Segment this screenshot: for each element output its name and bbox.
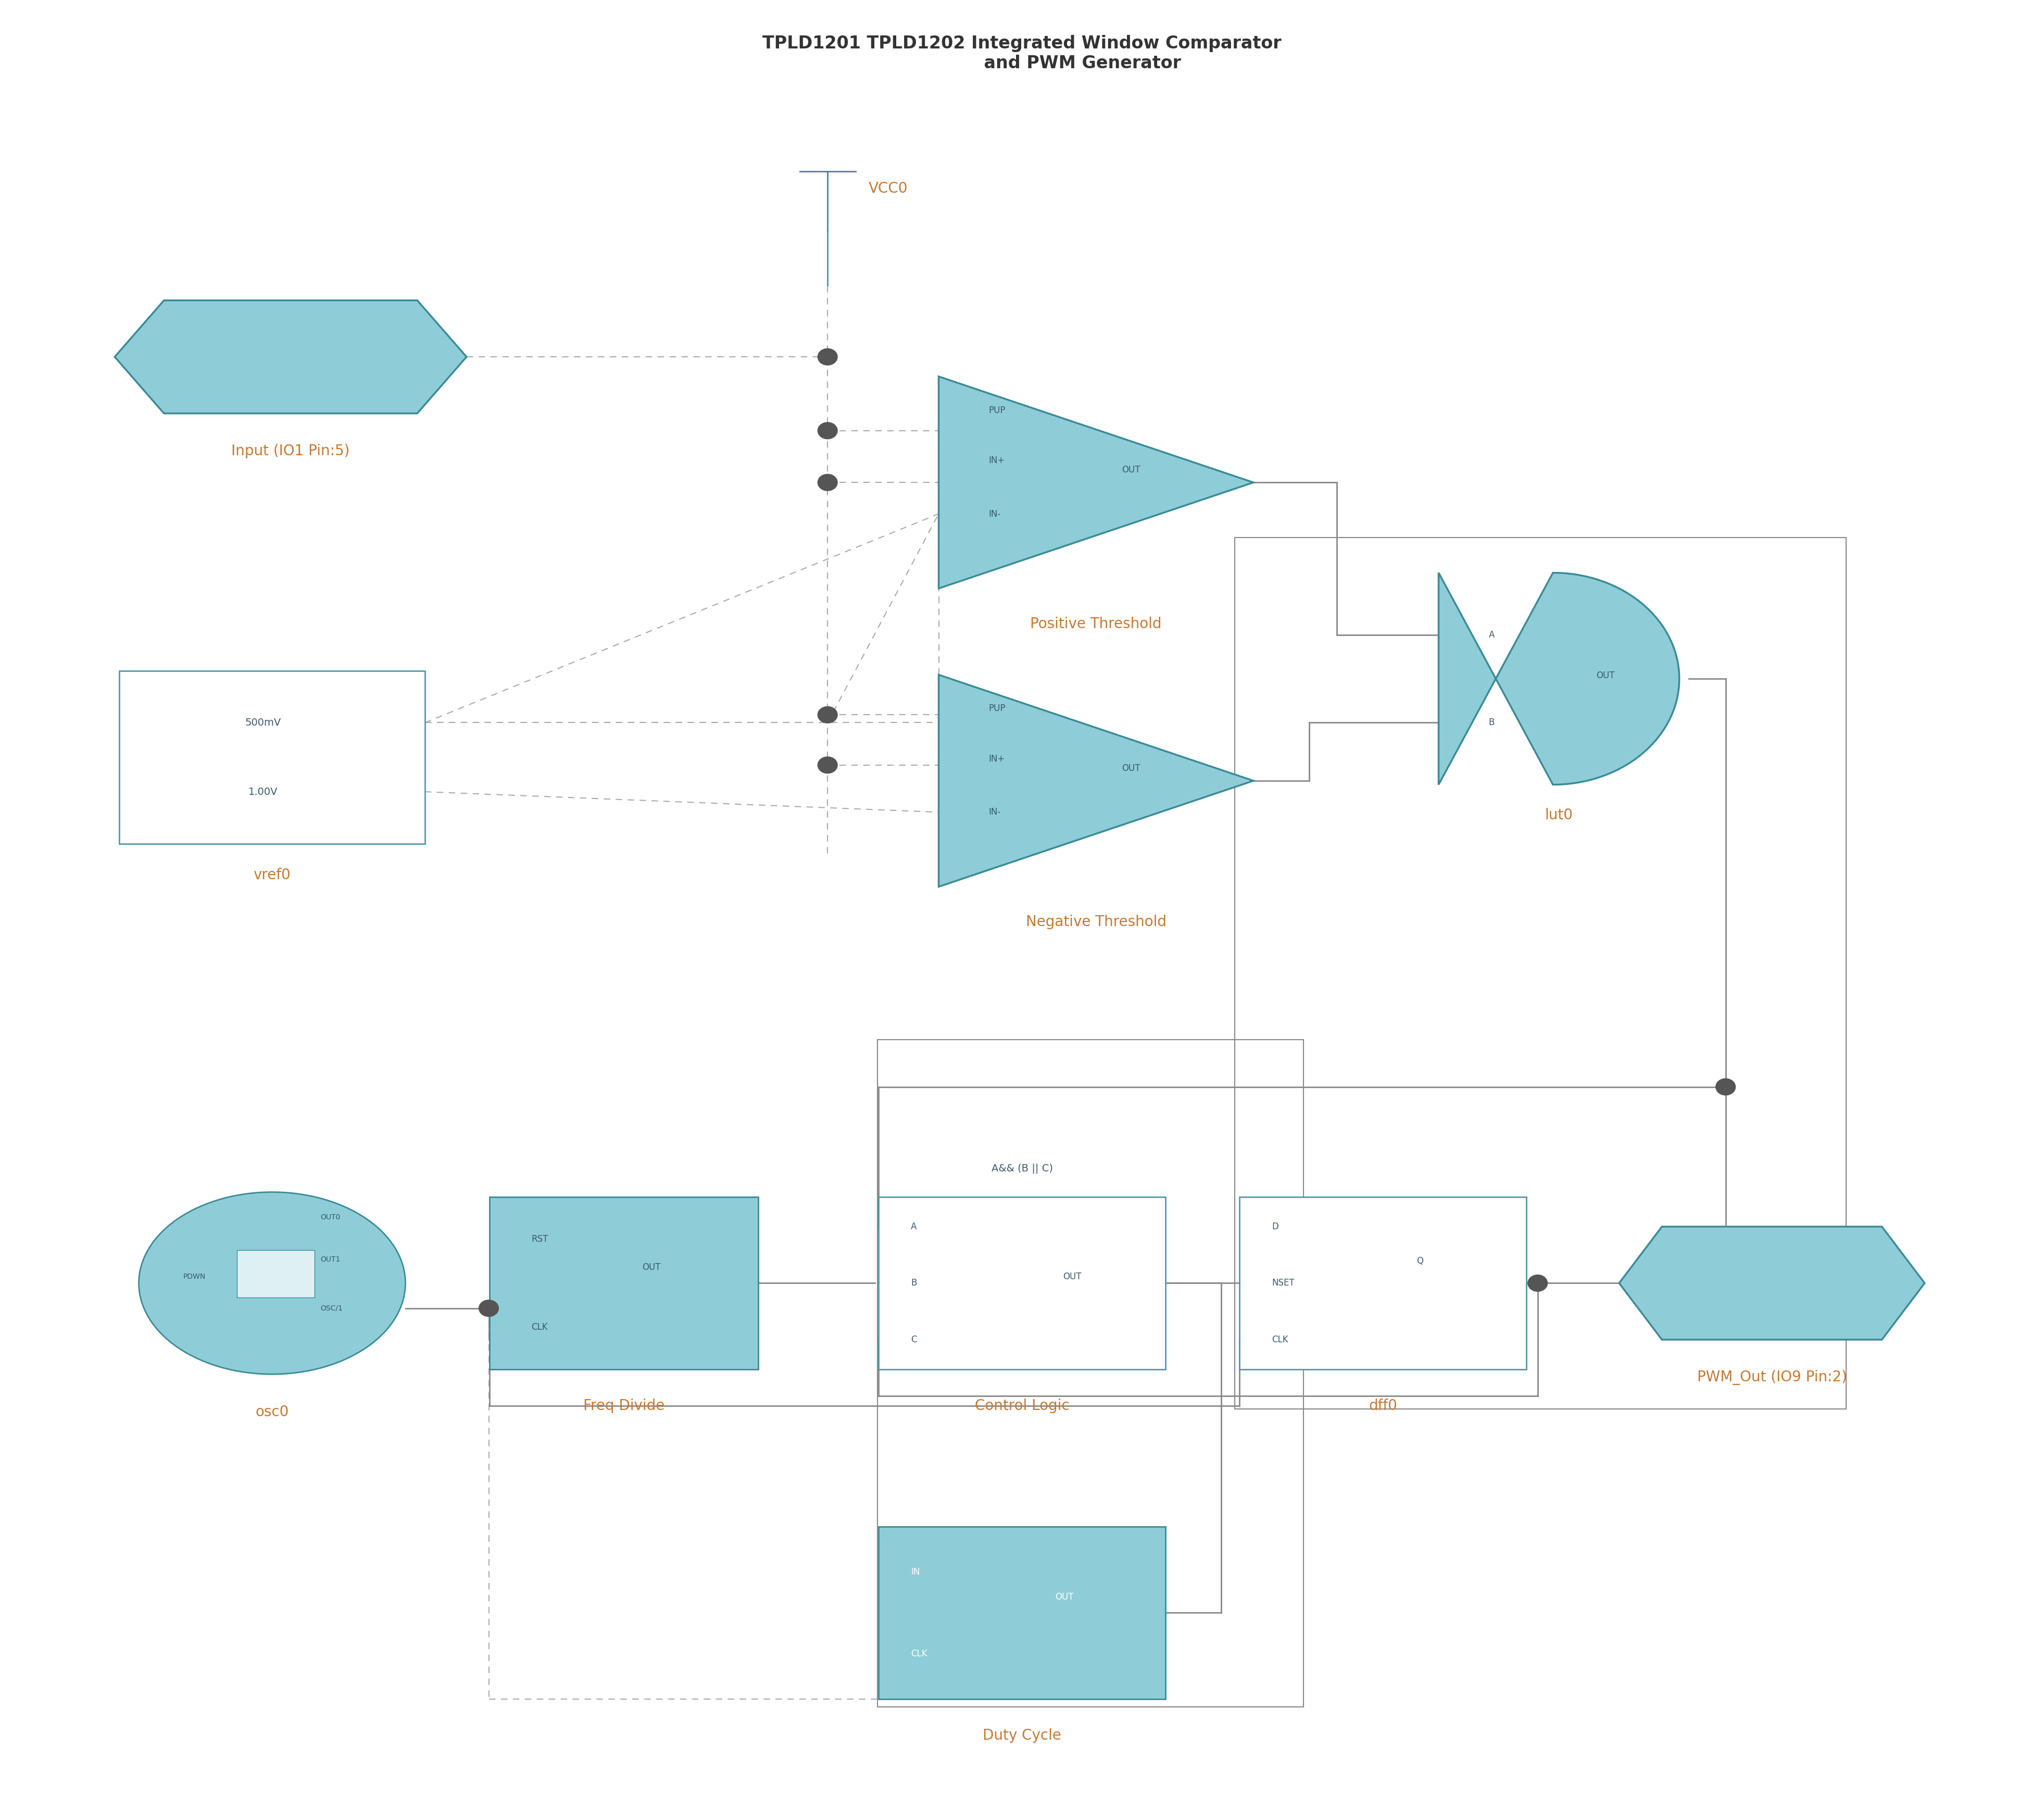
Text: RST: RST [531,1235,548,1244]
Text: lut0: lut0 [1545,809,1574,823]
Text: dff0: dff0 [1369,1398,1398,1412]
Text: PDWN: PDWN [184,1274,206,1281]
Text: osc0: osc0 [256,1405,288,1420]
Text: CLK: CLK [1271,1335,1288,1344]
Circle shape [1527,1274,1547,1292]
Circle shape [818,757,838,775]
Circle shape [818,706,838,724]
Text: OUT: OUT [1055,1592,1073,1601]
Text: OUT: OUT [1063,1272,1081,1281]
Text: IN-: IN- [989,807,1002,818]
Text: Negative Threshold: Negative Threshold [1026,915,1167,929]
Text: NSET: NSET [1271,1278,1294,1288]
Text: Input (IO1 Pin:5): Input (IO1 Pin:5) [231,444,350,458]
Text: B: B [912,1278,918,1288]
Text: A: A [1488,631,1494,640]
Text: IN+: IN+ [989,456,1006,465]
Text: VCC0: VCC0 [869,181,908,196]
Circle shape [1715,1078,1735,1096]
Text: OUT: OUT [1596,670,1615,681]
Text: IN-: IN- [989,509,1002,519]
Text: OUT: OUT [642,1263,660,1272]
Text: CLK: CLK [912,1650,928,1659]
Text: PWM_Out (IO9 Pin:2): PWM_Out (IO9 Pin:2) [1697,1369,1848,1385]
Circle shape [818,422,838,438]
Circle shape [478,1299,499,1317]
Text: PUP: PUP [989,704,1006,713]
Polygon shape [938,676,1253,886]
Polygon shape [1619,1227,1925,1339]
Text: OUT1: OUT1 [321,1256,339,1263]
Text: D: D [1271,1222,1280,1231]
Circle shape [818,474,838,491]
Bar [1235,537,1846,1409]
Text: TPLD1201 TPLD1202 Integrated Window Comparator
                    and PWM Gener: TPLD1201 TPLD1202 Integrated Window Comp… [762,34,1282,72]
Polygon shape [1439,573,1680,785]
Bar [491,1197,758,1369]
Text: 1.00V: 1.00V [247,787,278,796]
Text: Q: Q [1416,1256,1423,1265]
Text: B: B [1488,719,1494,728]
Bar [237,1251,315,1297]
Bar [1239,1197,1527,1369]
Polygon shape [114,300,466,413]
Text: C: C [912,1335,918,1344]
Text: IN+: IN+ [989,755,1006,764]
Text: A&& (B || C): A&& (B || C) [991,1163,1053,1173]
Bar [879,1197,1165,1369]
Text: OUT0: OUT0 [321,1213,339,1220]
Circle shape [818,349,838,365]
Text: A: A [912,1222,918,1231]
Text: Positive Threshold: Positive Threshold [1030,616,1161,631]
Bar [119,670,425,843]
Text: vref0: vref0 [253,868,290,882]
Bar [879,1526,1165,1700]
Text: OUT: OUT [1122,764,1141,773]
Text: PUP: PUP [989,406,1006,415]
Text: CLK: CLK [531,1323,548,1332]
Polygon shape [938,377,1253,588]
Text: Duty Cycle: Duty Cycle [983,1729,1061,1743]
Text: Control Logic: Control Logic [975,1398,1069,1412]
Text: Freq Divide: Freq Divide [583,1398,664,1412]
Ellipse shape [139,1191,405,1375]
Text: IN: IN [912,1567,920,1576]
Text: OSC/1: OSC/1 [321,1305,343,1312]
Text: 500mV: 500mV [245,717,280,728]
Text: OUT: OUT [1122,465,1141,474]
Bar [877,1040,1304,1707]
